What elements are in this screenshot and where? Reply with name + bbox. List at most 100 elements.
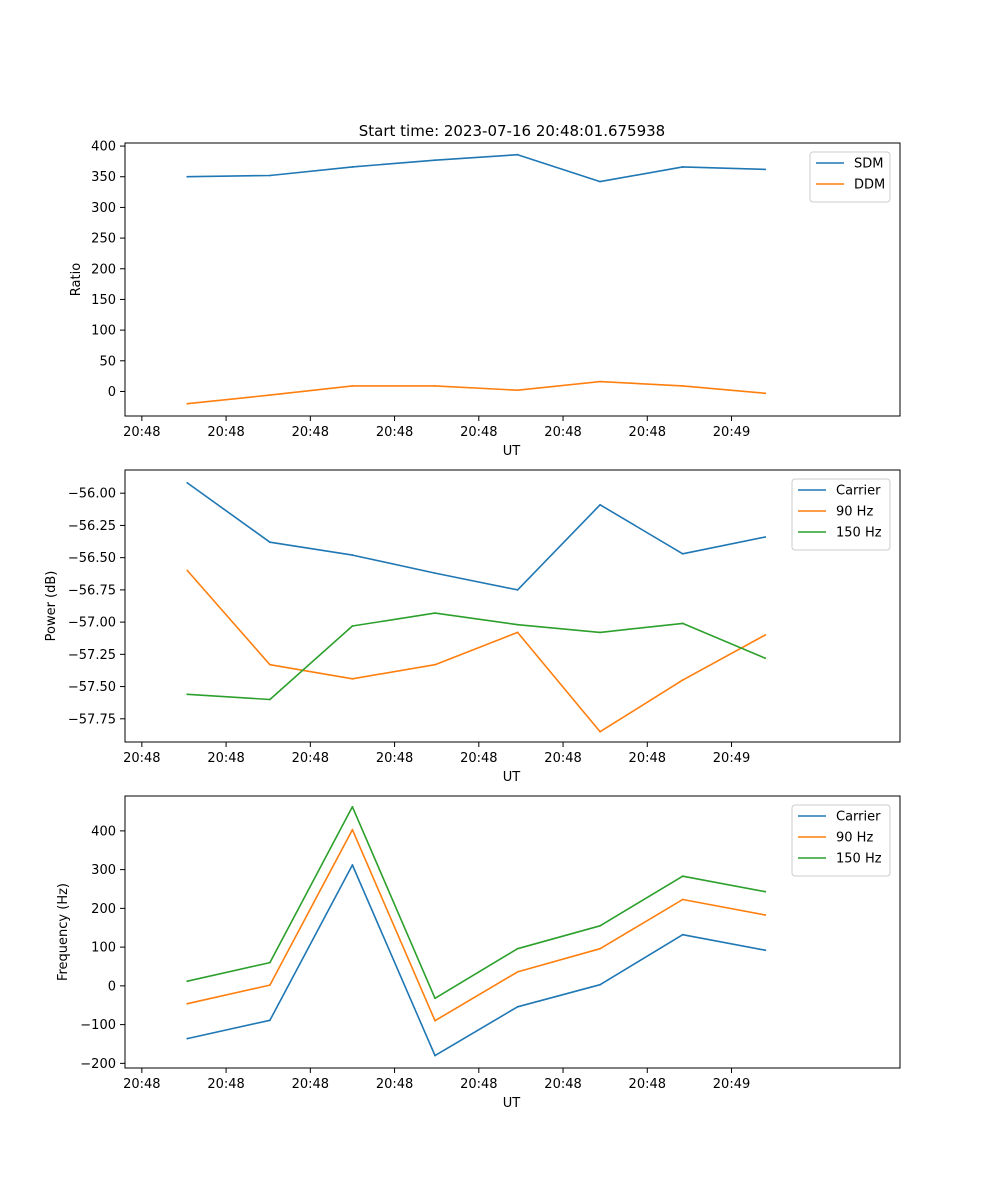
series-line-sdm	[186, 153, 767, 183]
series-line-90-hz	[186, 828, 767, 1022]
figure-title: Start time: 2023-07-16 20:48:01.675938	[359, 122, 665, 140]
y-tick-label: −57.50	[68, 680, 116, 695]
chart-panel-3: 20:48 20:48 20:48 20:48 20:48 20:48 20:48 20:49…	[56, 795, 901, 1111]
x-axis-label: UT	[503, 770, 521, 785]
series-line-150-hz	[186, 612, 767, 701]
y-tick-label: −56.75	[68, 583, 116, 598]
data-point-carrier	[268, 1019, 271, 1022]
data-point-carrier	[516, 1005, 519, 1008]
data-point-150-hz	[186, 693, 189, 696]
y-tick-label: 400	[91, 824, 116, 839]
x-tick-label: 20:48	[123, 425, 160, 440]
y-tick-label: 100	[91, 941, 116, 956]
data-point-150-hz	[599, 924, 602, 927]
x-tick-label: 20:48	[460, 1077, 497, 1092]
y-tick-label: −57.00	[68, 616, 116, 631]
x-tick-label: 20:48	[376, 751, 413, 766]
data-point-carrier	[516, 588, 519, 591]
data-point-90-hz	[764, 914, 767, 916]
x-tick-label: 20:48	[292, 751, 329, 766]
y-tick-label: 0	[108, 979, 116, 994]
y-tick-label: 300	[91, 863, 116, 878]
y-axis-label: Power (dB)	[44, 571, 59, 642]
data-point-90-hz	[599, 947, 602, 950]
data-point-ddm	[268, 394, 271, 397]
series-line-90-hz	[186, 569, 767, 733]
data-point-90-hz	[351, 828, 354, 831]
y-tick-label: 200	[91, 262, 116, 277]
x-tick-label: 20:49	[713, 1077, 750, 1092]
plot-frame	[124, 469, 901, 743]
data-point-sdm	[516, 153, 519, 156]
data-point-sdm	[681, 166, 684, 168]
x-tick-label: 20:48	[460, 425, 497, 440]
x-tick-label: 20:48	[629, 425, 666, 440]
x-tick-label: 20:48	[544, 425, 581, 440]
chart-panel-2: 20:48 20:48 20:48 20:48 20:48 20:48 20:48 20:49…	[44, 469, 901, 785]
series-line-carrier	[186, 482, 767, 591]
x-tick-label: 20:48	[123, 1077, 160, 1092]
data-point-carrier	[434, 1054, 436, 1057]
data-point-carrier	[681, 933, 684, 936]
series-line-ddm	[186, 380, 767, 405]
data-point-150-hz	[764, 890, 767, 893]
data-point-carrier	[681, 552, 684, 555]
y-axis-label: Frequency (Hz)	[56, 883, 71, 981]
y-tick-label: 100	[91, 324, 116, 339]
x-tick-label: 20:48	[376, 1077, 413, 1092]
y-tick-label: −56.25	[68, 519, 116, 534]
data-point-150-hz	[268, 961, 271, 964]
legend-label-90-hz: 90 Hz	[836, 831, 873, 846]
data-point-sdm	[599, 180, 602, 183]
x-tick-label: 20:49	[713, 425, 750, 440]
y-tick-label: 150	[91, 293, 116, 308]
y-tick-label: −56.50	[68, 551, 116, 566]
legend-label-sdm: SDM	[854, 157, 883, 172]
y-tick-label: −100	[80, 1018, 116, 1033]
x-tick-label: 20:48	[207, 425, 244, 440]
y-axis-label: Ratio	[69, 263, 84, 296]
data-point-150-hz	[599, 631, 602, 634]
data-point-carrier	[599, 983, 602, 986]
data-point-150-hz	[186, 980, 189, 983]
x-axis-label: UT	[503, 444, 521, 459]
data-point-ddm	[186, 402, 189, 405]
data-point-150-hz	[764, 657, 767, 660]
data-point-90-hz	[434, 1019, 436, 1022]
legend: SDM DDM	[809, 151, 891, 203]
data-point-150-hz	[351, 805, 354, 808]
data-point-150-hz	[434, 997, 436, 1000]
data-point-150-hz	[516, 623, 519, 626]
x-tick-label: 20:48	[376, 425, 413, 440]
data-point-ddm	[516, 389, 519, 392]
legend: Carrier 90 Hz 150 Hz	[791, 478, 891, 551]
series-line-150-hz	[186, 805, 767, 1000]
data-point-90-hz	[186, 1002, 189, 1005]
y-tick-label: 300	[91, 201, 116, 216]
x-tick-label: 20:48	[123, 751, 160, 766]
data-point-150-hz	[434, 612, 436, 614]
x-tick-label: 20:48	[207, 751, 244, 766]
data-point-carrier	[599, 503, 602, 506]
data-point-carrier	[764, 536, 767, 538]
data-point-150-hz	[681, 622, 684, 625]
data-point-carrier	[434, 572, 436, 575]
plot-frame	[124, 795, 901, 1069]
legend-box	[809, 151, 891, 203]
x-axis-label: UT	[503, 1096, 521, 1111]
y-tick-label: −57.25	[68, 648, 116, 663]
legend-label-carrier: Carrier	[836, 810, 881, 825]
y-tick-label: 350	[91, 170, 116, 185]
data-point-90-hz	[268, 984, 271, 986]
x-tick-label: 20:49	[713, 751, 750, 766]
data-point-ddm	[599, 380, 602, 383]
y-tick-label: 250	[91, 232, 116, 247]
legend-label-ddm: DDM	[854, 178, 885, 193]
x-tick-label: 20:48	[207, 1077, 244, 1092]
data-point-90-hz	[681, 679, 684, 682]
legend-label-150-hz: 150 Hz	[836, 526, 882, 541]
data-point-90-hz	[434, 663, 436, 666]
legend-label-carrier: Carrier	[836, 484, 881, 499]
data-point-90-hz	[599, 730, 602, 733]
